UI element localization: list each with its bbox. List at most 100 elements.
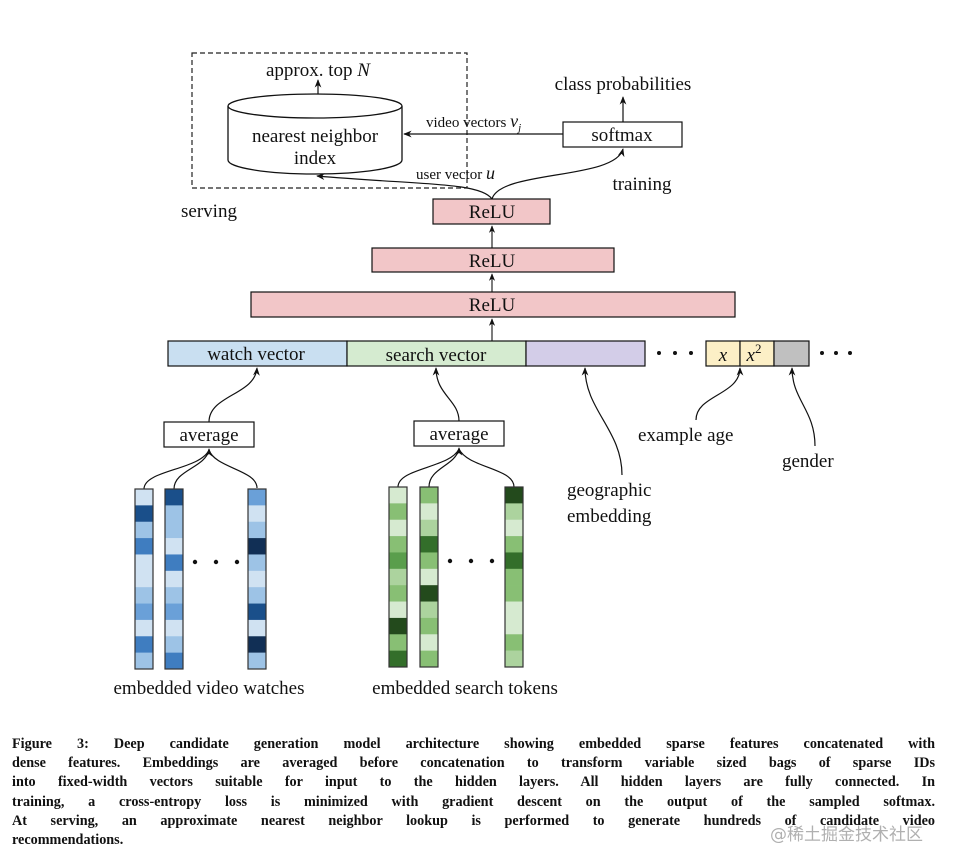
search-token-embedding-cell — [389, 617, 407, 635]
search-token-embedding-cell — [505, 487, 523, 504]
age-x-label: x — [718, 345, 728, 366]
serving-region — [191, 52, 468, 189]
caption-line: recommendations. — [12, 832, 124, 849]
search-token-embedding-cell — [505, 568, 523, 586]
embedded-search-tokens-label: embedded search tokens — [372, 678, 558, 699]
training-label: training — [612, 174, 672, 195]
search-token-embedding-cell — [505, 650, 523, 668]
search-token-embedding-column-border — [419, 486, 439, 668]
search-vector-label: search vector — [386, 345, 487, 366]
arrow-to-softmax — [491, 148, 625, 200]
video-watch-embedding-cell — [248, 538, 266, 555]
approx-top-n-label: approx. top N — [266, 60, 371, 81]
search-token-embedding-cell — [505, 536, 523, 553]
search-token-embedding-cell — [420, 552, 438, 570]
video-watch-embedding-column — [247, 488, 267, 670]
search-token-embedding-cell — [389, 585, 407, 602]
caption-line: dense features. Embeddings are averaged … — [12, 755, 935, 772]
video-watch-embedding-cell — [165, 603, 183, 621]
ellipsis-dots-1 — [657, 351, 693, 355]
geographic-embedding-vector — [525, 340, 646, 367]
video-watch-embedding-cell — [135, 603, 153, 621]
gender-pointer — [788, 367, 816, 447]
search-token-embedding-cell — [420, 487, 438, 504]
video-watch-embedding-cell — [165, 570, 183, 588]
search-token-embedding-column — [504, 486, 524, 668]
nn-index-label-1: nearest neighbor — [252, 126, 379, 147]
search-token-embedding-cell — [505, 585, 523, 602]
example-age-label: example age — [638, 425, 733, 446]
ellipsis-dots-2 — [820, 351, 852, 355]
search-token-embedding-cell — [389, 487, 407, 504]
search-token-embedding-cell — [505, 634, 523, 651]
search-token-embedding-cell — [505, 519, 523, 537]
video-watch-embedding-cell — [135, 619, 153, 637]
video-watch-embedding-cell — [165, 587, 183, 604]
geographic-embedding-label-2: embedding — [567, 506, 652, 527]
search-token-embedding-cell — [389, 650, 407, 668]
search-token-embedding-cell — [505, 617, 523, 635]
video-watch-embedding-cell — [165, 538, 183, 555]
class-probabilities-label: class probabilities — [555, 74, 692, 95]
user-vector-label: user vector u — [416, 163, 495, 183]
video-watch-embedding-cell — [248, 521, 266, 539]
relu-layer-3 — [432, 198, 551, 225]
video-watch-embedding-column-border — [164, 488, 184, 670]
relu-label-1: ReLU — [469, 295, 516, 316]
video-watch-embedding-cell — [165, 652, 183, 670]
caption-line: At serving, an approximate nearest neigh… — [12, 812, 935, 829]
age-x2-label: x2 — [746, 341, 762, 366]
caption-line: into fixed-width vectors suitable for in… — [12, 774, 935, 791]
video-watch-embedding-column — [164, 488, 184, 670]
arrow-user-vector — [316, 173, 493, 200]
watermark: @稀土掘金技术社区 — [770, 825, 923, 845]
search-token-embedding-cell — [389, 503, 407, 521]
video-watch-embedding-cell — [248, 587, 266, 604]
caption-line: training, a cross-entropy loss is minimi… — [12, 793, 935, 810]
video-watch-embedding-cell — [248, 619, 266, 637]
video-watch-embedding-cell — [135, 521, 153, 539]
gender-cell — [773, 340, 810, 367]
embedded-video-watches-label: embedded video watches — [114, 678, 305, 699]
caption-line: Figure 3: Deep candidate generation mode… — [12, 736, 935, 752]
search-token-embedding-column-border — [504, 486, 524, 668]
relu-label-3: ReLU — [469, 202, 516, 223]
search-token-embedding-cell — [420, 568, 438, 586]
search-token-embedding-cell — [420, 650, 438, 668]
softmax-label: softmax — [591, 125, 653, 146]
search-token-embedding-cell — [420, 503, 438, 521]
search-token-embedding-cell — [420, 519, 438, 537]
average-label-search: average — [429, 424, 488, 445]
age-pointer — [695, 367, 744, 421]
search-token-embedding-cell — [420, 536, 438, 553]
watch-vector-label: watch vector — [207, 344, 305, 365]
search-token-embedding-cell — [420, 634, 438, 651]
video-watch-embedding-cell — [135, 570, 153, 588]
video-watch-embedding-cell — [165, 554, 183, 572]
average-box-watches — [163, 421, 255, 448]
video-watch-embedding-cell — [135, 538, 153, 555]
video-watch-embedding-column — [134, 488, 154, 670]
gender-label: gender — [782, 451, 834, 472]
relu-layer-1 — [250, 291, 736, 318]
search-token-embedding-cell — [389, 536, 407, 553]
video-watch-embedding-column-border — [134, 488, 154, 670]
arrow-average-to-watch — [208, 367, 260, 423]
video-watch-embedding-cell — [248, 554, 266, 572]
search-token-embedding-cell — [505, 601, 523, 619]
average-label-watches: average — [179, 425, 238, 446]
video-watch-embedding-cell — [165, 636, 183, 653]
video-watch-embedding-cell — [135, 652, 153, 670]
video-vectors-label: video vectors vj — [426, 111, 521, 134]
figure-caption: Figure 3: Deep candidate generation mode… — [12, 735, 935, 850]
search-token-embedding-cell — [389, 552, 407, 570]
search-token-embedding-column — [388, 486, 408, 668]
age-x-cell — [705, 340, 741, 367]
video-watch-embedding-cell — [248, 652, 266, 670]
video-watch-embedding-cell — [135, 587, 153, 604]
search-token-embedding-cell — [389, 601, 407, 619]
search-token-embedding-cell — [420, 601, 438, 619]
search-token-embedding-cell — [389, 634, 407, 651]
video-watch-embedding-column-border — [247, 488, 267, 670]
